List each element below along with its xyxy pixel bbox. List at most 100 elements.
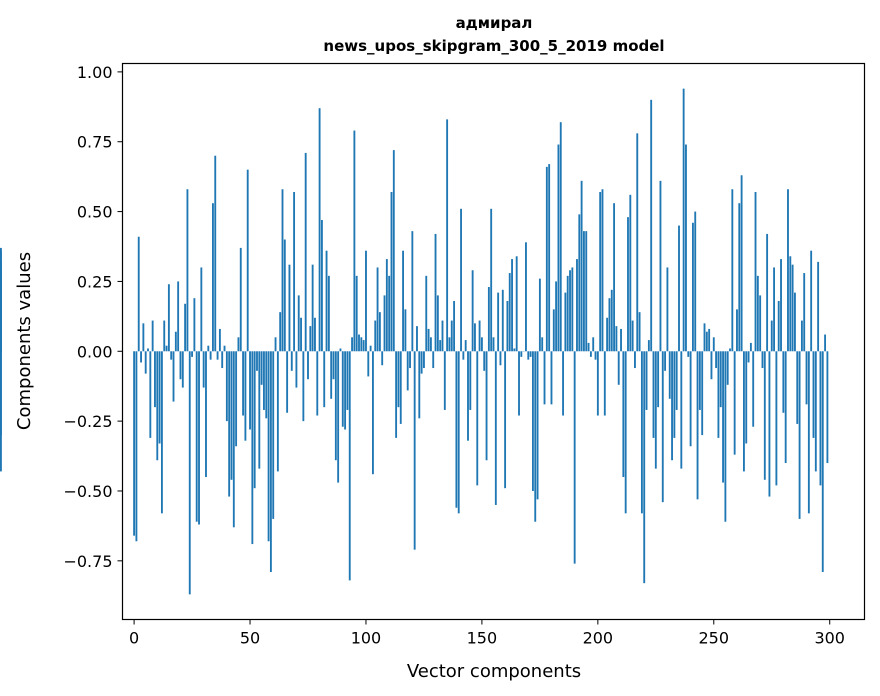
bar-106 [378,312,381,352]
bar-291 [807,351,810,514]
bar-150 [480,337,483,352]
bar-116 [402,250,404,352]
bar-91 [344,351,347,430]
bar-207 [613,203,616,352]
bar-248 [708,328,711,352]
bar-122 [416,326,418,352]
bar-196 [587,342,590,352]
x-tick-label: 200 [583,629,614,648]
bar-99 [362,340,365,352]
bar-205 [608,298,611,352]
bar-255 [724,351,727,522]
bar-84 [327,275,330,352]
bar-107 [381,351,384,366]
bar-233 [673,351,676,438]
y-tick-label: 0.75 [77,133,113,152]
bar-29 [200,267,203,352]
bar-67 [288,264,291,352]
bar-243 [696,351,699,500]
bar-56 [263,351,265,410]
bar-42 [230,351,233,480]
bar-90 [341,351,344,427]
bar-183 [557,144,560,352]
bar-33 [209,351,212,360]
bar-167 [520,351,523,357]
bar-238 [685,144,687,352]
bar-288 [800,320,803,352]
bar-186 [564,292,567,352]
chart-title-line-2: news_upos_skipgram_300_5_2019 model [323,37,664,55]
bar-136 [448,337,451,352]
bar-0 [133,351,136,536]
bar-103 [372,351,374,475]
x-tick-label: 100 [351,629,382,648]
bar-4 [142,323,145,352]
bar-268 [754,192,757,352]
bar-39 [223,345,226,352]
bar-128 [429,337,432,352]
bar-283 [789,256,792,352]
bar-261 [738,203,741,352]
bar-50 [249,351,251,430]
bar-74 [304,152,307,352]
bar-278 [777,300,780,352]
bar-249 [710,351,713,380]
bar-34 [212,203,214,352]
bar-16 [170,351,173,360]
bar-20 [179,351,182,380]
bar-149 [478,320,481,352]
bar-229 [664,351,667,371]
bar-221 [645,351,648,410]
bar-262 [740,175,743,352]
bar-129 [432,351,435,369]
bar-113 [395,351,398,438]
bar-112 [392,150,395,352]
bar-286 [796,351,799,424]
bar-26 [193,298,196,352]
bar-267 [752,351,755,427]
bar-70 [295,351,298,388]
bar-293 [812,351,815,438]
bar-200 [596,351,599,416]
bar-124 [420,351,423,374]
bar-160 [504,351,507,489]
bar-30 [202,351,205,388]
bar-94 [351,337,353,352]
bar-undefined [0,351,2,472]
bar-195 [585,231,588,352]
bar-258 [731,189,734,352]
bar-152 [485,351,488,461]
bar-179 [548,164,551,352]
bar-55 [260,351,263,385]
bar-1 [135,351,138,542]
bar-108 [383,295,386,352]
bar-130 [434,233,437,352]
bar-235 [678,225,680,352]
bar-81 [320,219,323,352]
bar-21 [181,351,184,388]
bar-265 [747,351,750,363]
y-axis-label: Components values [14,252,35,430]
bar-279 [780,259,782,352]
bar-257 [729,348,731,352]
bar-241 [691,222,694,352]
bar-271 [761,351,764,369]
bar-260 [736,309,738,352]
bar-146 [471,270,474,352]
bar-161 [506,300,509,352]
bar-38 [221,351,224,369]
bar-57 [265,351,268,419]
bar-97 [358,334,360,352]
bar-226 [657,351,660,408]
bar-119 [409,351,411,369]
bar-159 [501,289,504,352]
bar-204 [606,317,609,352]
bar-155 [492,337,495,352]
bar-151 [483,351,486,371]
bar-80 [318,108,321,352]
y-tick-label: 0.00 [77,342,113,361]
bar-31 [205,351,207,478]
bar-144 [467,351,469,441]
bar-19 [177,281,180,352]
bar-11 [158,351,161,444]
